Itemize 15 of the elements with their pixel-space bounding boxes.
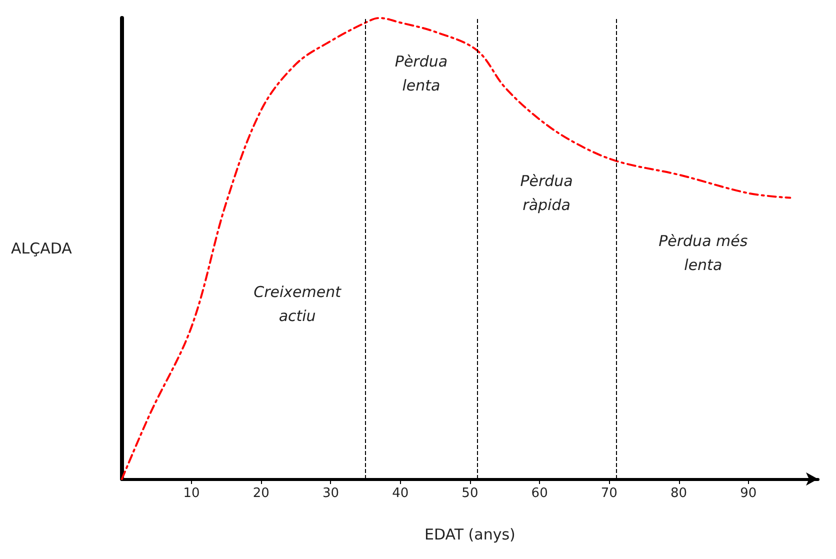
x-tick-label: 20 bbox=[252, 486, 270, 501]
annotation: Pèrdua més lenta bbox=[658, 232, 748, 274]
x-tick-label: 70 bbox=[600, 486, 618, 501]
x-tick-label: 90 bbox=[740, 486, 757, 501]
x-axis-title: EDAT (anys) bbox=[424, 526, 516, 544]
x-tick-label: 80 bbox=[670, 486, 688, 501]
annotation: Creixement actiu bbox=[254, 282, 342, 325]
annotation: Pèrdua lenta bbox=[394, 52, 448, 94]
x-tick-label: 30 bbox=[322, 486, 340, 501]
x-tick-label: 40 bbox=[392, 486, 409, 501]
x-tick-label: 10 bbox=[183, 486, 200, 501]
y-axis-title: ALÇADA bbox=[10, 240, 73, 258]
x-tick-label: 50 bbox=[462, 486, 478, 501]
annotation: Pèrdua ràpida bbox=[520, 172, 573, 214]
x-tick-label: 60 bbox=[531, 486, 548, 501]
